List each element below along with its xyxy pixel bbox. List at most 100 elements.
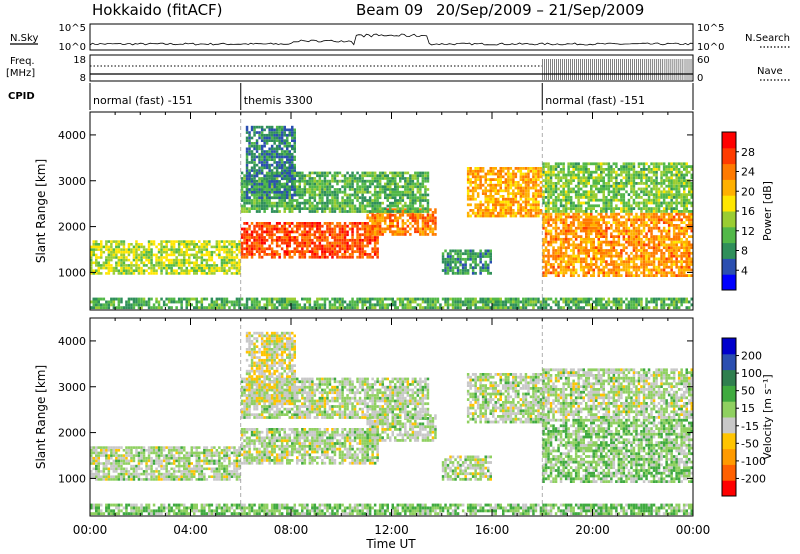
heatmap-cell bbox=[193, 240, 196, 243]
heatmap-cell bbox=[175, 250, 178, 254]
heatmap-cell bbox=[431, 222, 435, 225]
heatmap-cell bbox=[165, 253, 168, 257]
heatmap-cell bbox=[527, 167, 530, 170]
nsearch-label: N.Search bbox=[745, 33, 790, 44]
heatmap-cell bbox=[399, 216, 402, 220]
heatmap-cell bbox=[554, 237, 558, 241]
heatmap-cell bbox=[660, 215, 663, 219]
heatmap-cell bbox=[150, 256, 153, 259]
heatmap-cell bbox=[592, 229, 595, 233]
heatmap-cell bbox=[625, 246, 628, 250]
heatmap-cell bbox=[419, 182, 422, 186]
heatmap-cell bbox=[115, 266, 118, 270]
heatmap-cell bbox=[225, 250, 229, 254]
heatmap-cell bbox=[368, 179, 372, 183]
heatmap-cell bbox=[509, 197, 513, 201]
heatmap-cell bbox=[303, 253, 307, 256]
heatmap-cell bbox=[323, 190, 327, 194]
heatmap-cell bbox=[396, 201, 399, 205]
heatmap-cell bbox=[399, 179, 402, 183]
heatmap-cell bbox=[512, 197, 515, 201]
heatmap-cell bbox=[685, 246, 688, 250]
heatmap-cell bbox=[127, 245, 131, 249]
heatmap-cell bbox=[263, 241, 266, 245]
heatmap-cell bbox=[235, 264, 239, 267]
heatmap-cell bbox=[416, 188, 420, 191]
heatmap-cell bbox=[316, 222, 319, 225]
heatmap-cell bbox=[373, 233, 377, 236]
heatmap-cell bbox=[494, 197, 497, 201]
heatmap-cell bbox=[665, 243, 668, 247]
heatmap-cell bbox=[640, 271, 643, 275]
heatmap-cell bbox=[562, 170, 565, 174]
heatmap-cell bbox=[592, 179, 595, 182]
heatmap-cell bbox=[253, 204, 256, 208]
heatmap-cell bbox=[607, 176, 611, 180]
heatmap-cell bbox=[180, 248, 183, 251]
heatmap-cell bbox=[466, 178, 470, 181]
heatmap-cell bbox=[270, 253, 274, 256]
heatmap-cell bbox=[680, 232, 683, 236]
heatmap-cell bbox=[253, 190, 256, 194]
heatmap-cell bbox=[95, 256, 98, 259]
heatmap-cell bbox=[120, 264, 123, 267]
heatmap-cell bbox=[220, 245, 224, 249]
heatmap-cell bbox=[471, 195, 475, 198]
heatmap-cell bbox=[286, 253, 289, 256]
heatmap-cell bbox=[469, 172, 472, 176]
heatmap-cell bbox=[268, 204, 271, 208]
heatmap-cell bbox=[607, 240, 611, 244]
heatmap-cell bbox=[421, 199, 425, 202]
heatmap-cell bbox=[371, 255, 374, 259]
heatmap-cell bbox=[544, 196, 548, 199]
heatmap-cell bbox=[527, 211, 530, 215]
heatmap-cell bbox=[268, 185, 271, 189]
heatmap-cell bbox=[562, 165, 565, 168]
heatmap-cell bbox=[562, 232, 565, 236]
heatmap-cell bbox=[446, 260, 450, 264]
heatmap-cell bbox=[223, 256, 226, 259]
heatmap-cell bbox=[554, 184, 558, 188]
heatmap-cell bbox=[625, 173, 628, 177]
heatmap-cell bbox=[610, 168, 613, 171]
heatmap-cell bbox=[110, 248, 113, 251]
heatmap-cell bbox=[366, 236, 369, 239]
heatmap-cell bbox=[487, 195, 490, 198]
heatmap-cell bbox=[394, 185, 397, 189]
heatmap-cell bbox=[542, 173, 545, 177]
heatmap-cell bbox=[620, 196, 623, 199]
heatmap-cell bbox=[557, 187, 560, 191]
heatmap-cell bbox=[688, 212, 691, 216]
heatmap-cell bbox=[358, 238, 362, 242]
heatmap-cell bbox=[615, 263, 618, 266]
heatmap-cell bbox=[680, 268, 683, 272]
heatmap-cell bbox=[642, 265, 646, 269]
heatmap-cell bbox=[600, 243, 603, 247]
heatmap-cell bbox=[384, 219, 387, 223]
heatmap-cell bbox=[298, 255, 301, 259]
heatmap-cell bbox=[160, 264, 163, 267]
heatmap-cell bbox=[358, 174, 362, 178]
heatmap-cell bbox=[170, 245, 173, 249]
heatmap-cell bbox=[688, 235, 691, 238]
heatmap-cell bbox=[371, 250, 374, 253]
heatmap-cell bbox=[273, 177, 276, 181]
heatmap-cell bbox=[569, 198, 573, 202]
heatmap-cell bbox=[627, 207, 631, 210]
heatmap-cell bbox=[549, 212, 553, 216]
heatmap-cell bbox=[203, 243, 206, 246]
heatmap-cell bbox=[607, 221, 611, 224]
heatmap-cell bbox=[273, 152, 276, 156]
heatmap-cell bbox=[263, 163, 266, 167]
heatmap-cell bbox=[652, 257, 656, 261]
heatmap-cell bbox=[278, 142, 281, 145]
heatmap-cell bbox=[507, 172, 510, 176]
heatmap-cell bbox=[301, 222, 304, 225]
heatmap-cell bbox=[378, 222, 382, 225]
heatmap-cell bbox=[544, 170, 548, 174]
heatmap-cell bbox=[90, 248, 93, 251]
heatmap-cell bbox=[492, 211, 495, 215]
heatmap-cell bbox=[240, 196, 244, 200]
heatmap-cell bbox=[464, 266, 467, 270]
heatmap-cell bbox=[258, 244, 261, 248]
